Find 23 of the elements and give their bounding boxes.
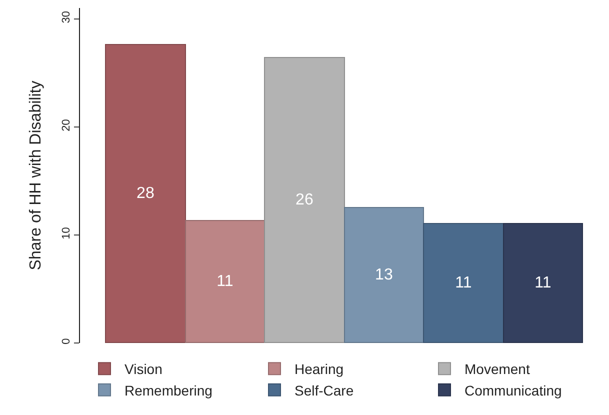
bar: [264, 57, 345, 343]
data-label: 13: [375, 266, 393, 284]
data-label: 11: [534, 274, 552, 292]
y-tick-label: 0: [60, 338, 73, 344]
legend-label: Communicating: [464, 382, 562, 398]
y-tick-label: 30: [60, 11, 73, 24]
y-tick-label: 10: [60, 227, 73, 240]
y-axis-title: Share of HH with Disability: [28, 80, 44, 270]
bar: [423, 223, 504, 343]
bar: [185, 220, 265, 343]
legend-label: Remembering: [124, 382, 212, 398]
data-label: 26: [296, 192, 314, 208]
bar: [105, 44, 186, 343]
legend-label: Hearing: [294, 361, 344, 378]
bar: [344, 207, 424, 343]
data-label: 28: [136, 185, 154, 202]
legend-label: Vision: [124, 361, 162, 378]
legend-label: Self-Care: [294, 382, 354, 398]
data-label: 11: [216, 273, 234, 290]
legend-label: Movement: [464, 361, 530, 378]
y-tick-label: 20: [60, 119, 73, 132]
data-label: 11: [455, 274, 472, 292]
bar: [503, 223, 583, 343]
